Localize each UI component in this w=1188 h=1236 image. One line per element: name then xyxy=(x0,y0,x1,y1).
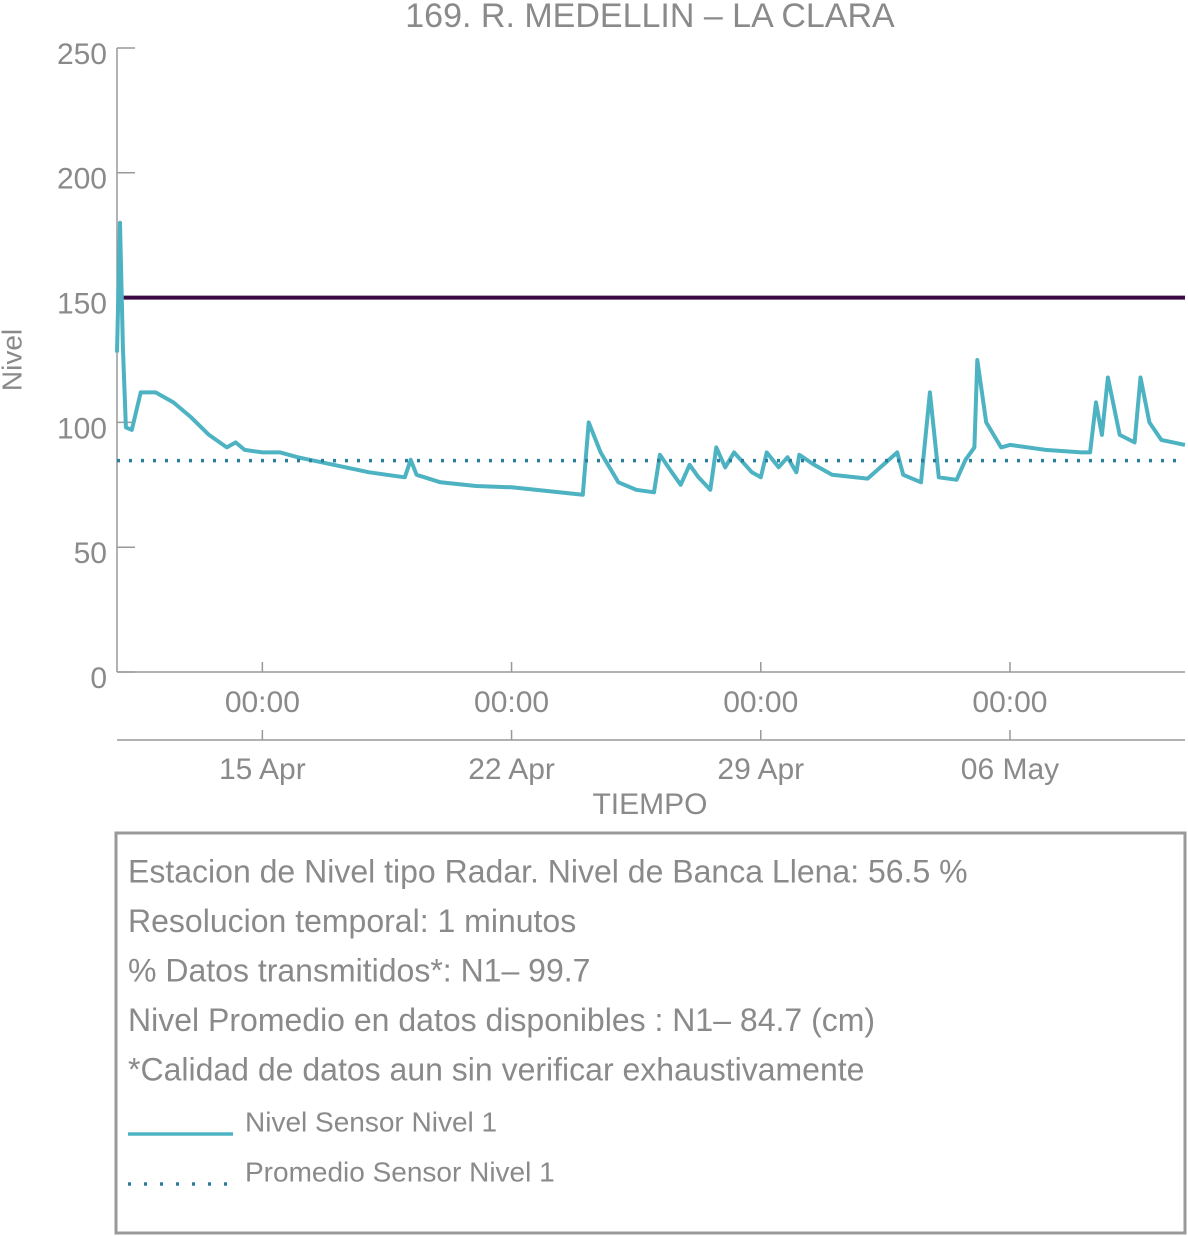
x-tick-label: 00:00 xyxy=(225,686,300,719)
y-tick-label: 100 xyxy=(57,412,107,445)
x-tick-label: 00:00 xyxy=(474,686,549,719)
x-tick-label: 22 Apr xyxy=(468,753,555,786)
x-tick-label: 15 Apr xyxy=(219,753,306,786)
x-tick-label: 06 May xyxy=(961,753,1059,786)
y-tick-label: 200 xyxy=(57,163,107,196)
chart-title: 169. R. MEDELLIN – LA CLARA xyxy=(405,0,895,35)
data-line xyxy=(115,220,1186,497)
legend-label: Nivel Sensor Nivel 1 xyxy=(245,1106,497,1137)
x-tick-label: 29 Apr xyxy=(717,753,804,786)
info-box xyxy=(114,831,1187,1235)
x-tick-label: 00:00 xyxy=(723,686,798,719)
note: Resolucion temporal: 1 minutos xyxy=(128,903,576,939)
note: Estacion de Nivel tipo Radar. Nivel de B… xyxy=(128,853,968,889)
y-tick-label: 50 xyxy=(74,537,107,570)
x-axis-label: TIEMPO xyxy=(592,788,707,821)
legend-label: Promedio Sensor Nivel 1 xyxy=(245,1156,555,1187)
note: *Calidad de datos aun sin verificar exha… xyxy=(128,1051,864,1087)
y-tick-label: 150 xyxy=(57,288,107,321)
y-axis-label: Nivel xyxy=(0,329,27,391)
note: % Datos transmitidos*: N1– 99.7 xyxy=(128,952,590,988)
note: Nivel Promedio en datos disponibles : N1… xyxy=(128,1002,875,1038)
x-tick-label: 00:00 xyxy=(972,686,1047,719)
y-tick-label: 250 xyxy=(57,38,107,71)
y-tick-label: 0 xyxy=(90,662,107,695)
